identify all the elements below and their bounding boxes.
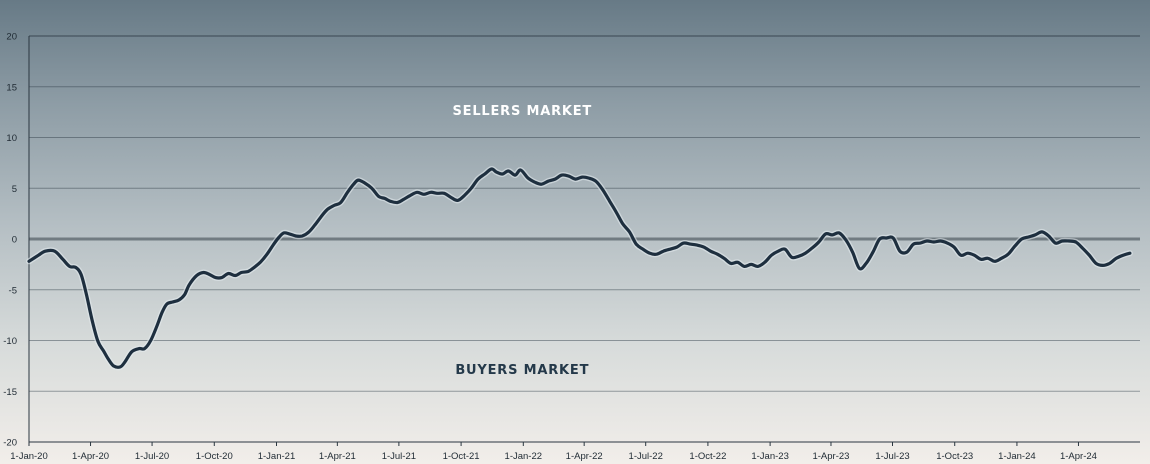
y-tick-label: -20 <box>3 438 17 449</box>
y-tick-label: -10 <box>3 336 17 347</box>
series-line <box>27 167 1132 369</box>
x-tick-label: 1-Jan-24 <box>998 451 1036 462</box>
x-tick-label: 1-Oct-22 <box>689 451 726 462</box>
x-tick-label: 1-Jan-23 <box>751 451 789 462</box>
y-tick-label: 15 <box>6 82 17 93</box>
x-tick-label: 1-Jul-22 <box>629 451 663 462</box>
x-tick-label: 1-Jul-20 <box>135 451 169 462</box>
x-tick-label: 1-Apr-24 <box>1060 451 1097 462</box>
y-tick-label: 5 <box>12 184 17 195</box>
x-tick-label: 1-Jan-22 <box>505 451 543 462</box>
x-tick-label: 1-Jul-21 <box>382 451 416 462</box>
series-line-halo <box>26 165 1133 371</box>
y-tick-label: 0 <box>12 235 17 246</box>
x-tick-label: 1-Oct-21 <box>443 451 480 462</box>
x-tick-label: 1-Jan-20 <box>10 451 48 462</box>
y-tick-label: -15 <box>3 387 17 398</box>
x-tick-label: 1-Jul-23 <box>875 451 909 462</box>
buyers-market-label: BUYERS MARKET <box>455 363 589 378</box>
x-tick-label: 1-Apr-22 <box>566 451 603 462</box>
x-tick-label: 1-Oct-20 <box>196 451 233 462</box>
x-tick-label: 1-Apr-23 <box>812 451 849 462</box>
x-tick-label: 1-Oct-23 <box>936 451 973 462</box>
x-tick-label: 1-Apr-20 <box>72 451 109 462</box>
x-tick-label: 1-Jan-21 <box>258 451 296 462</box>
sellers-market-label: SELLERS MARKET <box>452 104 592 119</box>
y-tick-label: 10 <box>6 133 17 144</box>
x-tick-label: 1-Apr-21 <box>319 451 356 462</box>
y-tick-label: -5 <box>9 285 17 296</box>
y-tick-label: 20 <box>6 32 17 43</box>
